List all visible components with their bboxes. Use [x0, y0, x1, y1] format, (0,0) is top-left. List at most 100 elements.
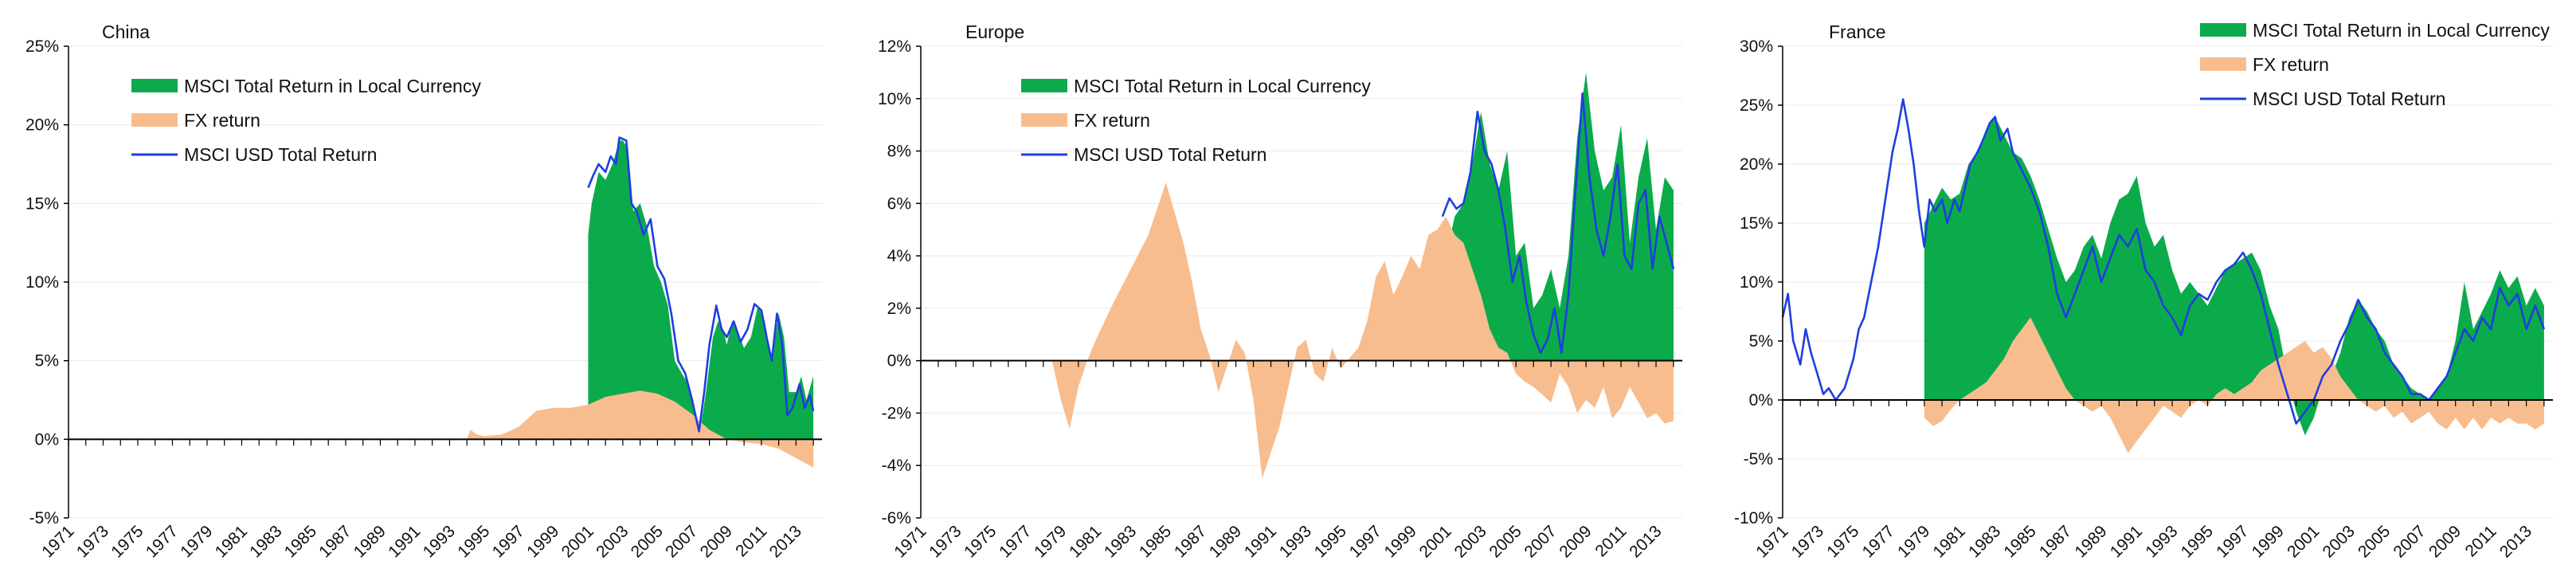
france-legend-label: MSCI USD Total Return: [2253, 88, 2445, 109]
france-xtick-label: 2007: [2390, 522, 2429, 561]
china-xtick-label: 1989: [350, 522, 390, 561]
europe-legend-label: MSCI Total Return in Local Currency: [1074, 76, 1371, 96]
europe-xtick-label: 1985: [1136, 522, 1175, 561]
china-xtick-label: 2011: [732, 522, 770, 560]
china-fx-return-area: [467, 390, 814, 468]
france-xtick-label: 1987: [2036, 522, 2075, 561]
china-legend-swatch-fx-return: [131, 113, 178, 127]
europe-msci-usd-total-return-line: [1441, 92, 1675, 355]
china-xtick-label: 2005: [628, 522, 667, 561]
france-xtick-label: 2011: [2462, 522, 2500, 560]
china-xtick-label: 1997: [489, 522, 528, 561]
europe-legend-label: FX return: [1074, 110, 1150, 131]
france-xtick-label: 1985: [2000, 522, 2039, 561]
france-xtick-label: 2003: [2320, 522, 2359, 561]
china-ytick-label: 5%: [35, 352, 59, 370]
europe-legend-label: MSCI USD Total Return: [1074, 144, 1266, 165]
france-xtick-label: 1973: [1788, 522, 1827, 561]
france-msci-total-return-in-local-currency-area: [1924, 116, 2544, 436]
europe-xtick-label: 2005: [1486, 522, 1525, 561]
france-ytick-label: 15%: [1740, 214, 1773, 233]
china-chart-title: China: [102, 22, 150, 42]
china-legend-label: MSCI USD Total Return: [184, 144, 377, 165]
france-xtick-label: 2001: [2284, 522, 2323, 561]
france-xtick-label: 1979: [1894, 522, 1933, 561]
europe-ytick-label: 12%: [878, 37, 911, 56]
france-xtick-label: 1999: [2249, 522, 2288, 561]
china-xtick-label: 1979: [177, 522, 216, 561]
france-fx-return-area: [1924, 317, 2544, 453]
china-legend-swatch-msci-total-return-in-local-currency: [131, 79, 178, 92]
europe-ytick-label: 4%: [887, 247, 911, 265]
france-xtick-label: 1989: [2071, 522, 2110, 561]
france-ytick-label: 25%: [1740, 96, 1773, 115]
france-ytick-label: 30%: [1740, 37, 1773, 56]
china-legend-label: FX return: [184, 110, 260, 131]
china-xtick-label: 2003: [593, 522, 632, 561]
europe-xtick-label: 2011: [1591, 522, 1630, 560]
china-xtick-label: 1981: [212, 522, 251, 561]
france-xtick-label: 1971: [1752, 522, 1791, 561]
china-ytick-label: -5%: [29, 509, 59, 527]
france-xtick-label: 1975: [1823, 522, 1862, 561]
europe-xtick-label: 1999: [1381, 522, 1420, 561]
europe-legend-swatch-msci-total-return-in-local-currency: [1021, 79, 1067, 92]
france-ytick-label: -10%: [1734, 509, 1773, 527]
france-legend-swatch-fx-return: [2200, 57, 2246, 71]
china-xtick-label: 2001: [558, 522, 597, 561]
europe-ytick-label: 10%: [878, 90, 911, 108]
china-xtick-label: 1973: [73, 522, 112, 561]
china-xtick-label: 1993: [420, 522, 459, 561]
europe-xtick-label: 1977: [996, 522, 1035, 561]
europe-ytick-label: -2%: [882, 404, 911, 422]
europe-xtick-label: 1997: [1346, 522, 1385, 561]
france-xtick-label: 1995: [2178, 522, 2217, 561]
china-xtick-label: 1987: [315, 522, 354, 561]
france-legend-label: FX return: [2253, 54, 2329, 75]
china-xtick-label: 1983: [246, 522, 285, 561]
europe-xtick-label: 1989: [1206, 522, 1245, 561]
france-ytick-label: 5%: [1749, 332, 1773, 351]
europe-xtick-label: 2013: [1626, 522, 1665, 561]
france-xtick-label: 2009: [2425, 522, 2464, 561]
france-xtick-label: 1983: [1965, 522, 2004, 561]
france-legend-swatch-msci-total-return-in-local-currency: [2200, 23, 2246, 37]
france-xtick-label: 2013: [2496, 522, 2535, 561]
europe-xtick-label: 1979: [1031, 522, 1070, 561]
china-xtick-label: 1975: [108, 522, 147, 561]
europe-ytick-label: 6%: [887, 194, 911, 213]
china-xtick-label: 1971: [38, 522, 77, 561]
europe-chart-title: Europe: [965, 22, 1024, 42]
europe-xtick-label: 2003: [1451, 522, 1490, 561]
europe-xtick-label: 2001: [1416, 522, 1455, 561]
china-xtick-label: 2009: [697, 522, 736, 561]
europe-ytick-label: 8%: [887, 143, 911, 161]
europe-ytick-label: -4%: [882, 457, 911, 475]
france-xtick-label: 1977: [1859, 522, 1898, 561]
france-xtick-label: 1981: [1930, 522, 1969, 561]
china-xtick-label: 1995: [454, 522, 493, 561]
france-ytick-label: 0%: [1749, 391, 1773, 410]
france-chart-title: France: [1829, 22, 1886, 42]
europe-msci-total-return-in-local-currency-area: [1446, 72, 1674, 361]
france-xtick-label: 1993: [2142, 522, 2181, 561]
europe-xtick-label: 1991: [1241, 522, 1280, 561]
europe-xtick-label: 1995: [1311, 522, 1350, 561]
europe-xtick-label: 2007: [1521, 522, 1560, 561]
france-xtick-label: 2005: [2355, 522, 2394, 561]
europe-ytick-label: 0%: [887, 352, 911, 370]
china-msci-usd-total-return-line: [587, 136, 815, 433]
europe-xtick-label: 1981: [1066, 522, 1105, 561]
europe-xtick-label: 1983: [1101, 522, 1140, 561]
china-ytick-label: 25%: [25, 37, 59, 56]
china-legend: MSCI Total Return in Local Currency FX re…: [131, 76, 481, 165]
china-legend-label: MSCI Total Return in Local Currency: [184, 76, 481, 96]
europe-xtick-label: 1987: [1171, 522, 1210, 561]
china-xtick-label: 2007: [662, 522, 701, 561]
china-ytick-label: 0%: [35, 430, 59, 449]
europe-legend-swatch-fx-return: [1021, 113, 1067, 127]
china-ytick-label: 10%: [25, 273, 59, 292]
france-chart: -10%-5%0%5%10%15%20%25%30%19711973197519…: [1734, 20, 2553, 562]
china-xtick-label: 1977: [143, 522, 182, 561]
europe-ytick-label: -6%: [882, 509, 911, 527]
